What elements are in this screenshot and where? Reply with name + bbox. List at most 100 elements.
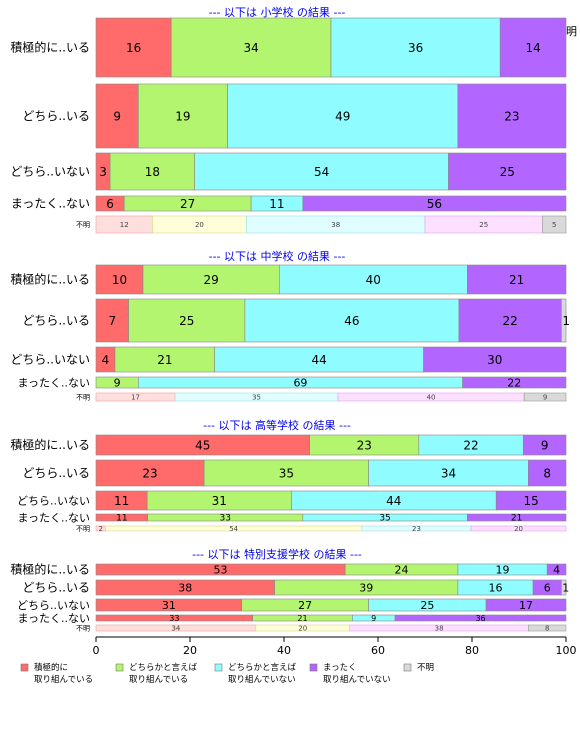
data-label: 29 [204, 273, 219, 287]
data-label: 25 [500, 165, 515, 179]
bar-segment [170, 17, 332, 78]
bar-segment [330, 17, 501, 78]
data-label: 11 [116, 514, 127, 524]
data-label: 23 [142, 466, 157, 480]
data-label: 11 [114, 494, 129, 508]
data-label: 27 [298, 599, 312, 612]
panel-title: --- 以下は 小学校 の結果 --- [209, 5, 346, 19]
bar-segment [114, 346, 215, 373]
data-label: 35 [252, 394, 261, 402]
data-label: 3 [99, 165, 107, 179]
x-tick-label: 60 [371, 644, 385, 657]
data-label: 21 [511, 514, 522, 524]
bar-segment [546, 563, 567, 576]
bar-segment [457, 83, 567, 149]
data-label: 1 [562, 581, 569, 594]
data-label: 23 [504, 109, 519, 123]
bar-segment [542, 215, 567, 234]
bar-segment [485, 598, 567, 612]
bar-segment [523, 392, 567, 402]
row-label: どちら..いる [22, 109, 90, 123]
data-label: 46 [344, 314, 359, 328]
data-label: 25 [179, 314, 194, 328]
bar-segment [95, 83, 139, 149]
data-label: 17 [131, 394, 140, 402]
row-label: まったく..ない [17, 512, 90, 525]
panel-title: --- 以下は 高等学校 の結果 --- [203, 418, 351, 432]
panel-title: --- 以下は 特別支援学校 の結果 --- [192, 547, 362, 561]
data-label: 11 [269, 197, 284, 211]
data-label: 6 [106, 197, 114, 211]
legend-swatch [20, 663, 29, 672]
data-label: 34 [243, 41, 258, 55]
bar-segment [466, 513, 567, 522]
bar-segment [561, 298, 567, 343]
bar-segment [560, 579, 567, 596]
data-label: 40 [427, 394, 436, 402]
bar-segment [95, 264, 144, 295]
data-label: 21 [157, 353, 172, 367]
row-label: 積極的に..いる [10, 40, 90, 55]
data-label: 10 [112, 273, 127, 287]
legend-swatch [403, 663, 412, 672]
legend-label: 積極的に [34, 662, 68, 673]
data-label: 9 [114, 376, 121, 389]
data-label: 31 [162, 599, 176, 612]
data-label: 24 [395, 563, 409, 576]
bar-segment [528, 624, 567, 632]
row-label: 積極的に..いる [10, 437, 90, 452]
legend-label: 不明 [417, 663, 434, 673]
bar-segment [466, 264, 567, 295]
data-label: 69 [293, 376, 307, 389]
row-label: どちら..いない [10, 165, 90, 179]
data-label: 35 [279, 466, 294, 480]
data-label: 1 [562, 314, 570, 328]
data-label: 44 [386, 494, 401, 508]
data-label: 4 [553, 563, 560, 576]
x-tick-label: 100 [556, 644, 577, 657]
bar-segment [522, 434, 567, 456]
data-label: 9 [543, 394, 547, 402]
data-label: 18 [145, 165, 160, 179]
data-label: 36 [475, 614, 485, 623]
data-label: 27 [180, 197, 195, 211]
data-label: 16 [126, 41, 141, 55]
data-label: 7 [108, 314, 116, 328]
legend-label: 取り組んでいない [228, 674, 296, 685]
bar-segment [194, 152, 449, 191]
data-label: 56 [427, 197, 442, 211]
row-label: 不明 [76, 221, 90, 229]
data-label: 34 [441, 466, 456, 480]
data-label: 45 [195, 438, 210, 452]
data-label: 9 [371, 614, 376, 623]
row-label: どちら..いる [22, 466, 90, 480]
bar-segment [214, 346, 424, 373]
data-label: 12 [120, 221, 129, 229]
data-label: 38 [178, 581, 192, 594]
legend-label: どちらかと言えば [129, 662, 198, 673]
data-label: 34 [171, 625, 180, 633]
row-label: 不明 [76, 625, 90, 633]
data-label: 38 [435, 625, 444, 633]
bar-segment [203, 459, 369, 487]
bar-segment [495, 490, 567, 511]
data-label: 20 [514, 525, 523, 533]
data-label: 14 [525, 41, 540, 55]
bar-segment [95, 298, 129, 343]
bar-segment [470, 525, 567, 532]
legend-swatch [214, 663, 223, 672]
bar-segment [95, 459, 205, 487]
data-label: 5 [552, 221, 556, 229]
row-label: どちら..いない [10, 353, 90, 367]
data-label: 38 [331, 221, 340, 229]
data-label: 44 [311, 353, 326, 367]
bar-segment [458, 298, 562, 343]
row-label: 不明 [76, 525, 90, 533]
data-label: 19 [496, 563, 510, 576]
data-label: 6 [544, 581, 551, 594]
row-label: まったく..ない [11, 197, 90, 211]
row-label: 積極的に..いる [10, 272, 90, 287]
data-label: 21 [509, 273, 524, 287]
data-label: 23 [357, 438, 372, 452]
